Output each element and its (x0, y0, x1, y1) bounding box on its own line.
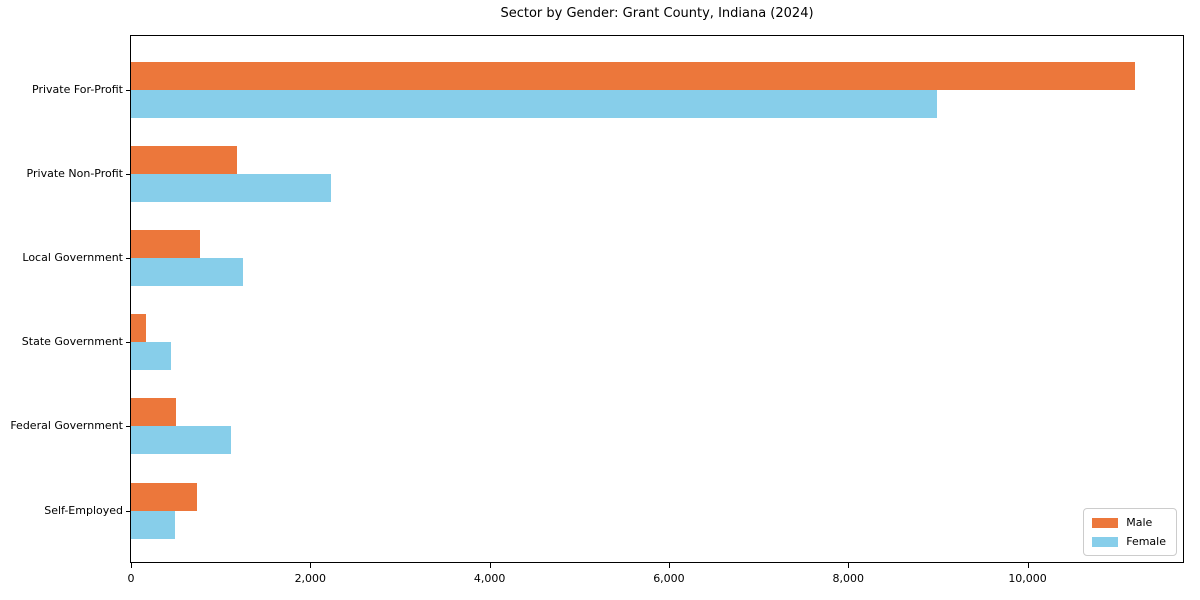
ytick-mark-private-for-profit (126, 89, 130, 91)
legend: Male Female (1083, 508, 1177, 556)
bar-female-self-employed (131, 510, 175, 539)
xtick-mark-6000 (668, 563, 670, 568)
bar-female-state-government (131, 342, 172, 371)
bar-male-state-government (131, 314, 147, 343)
xtick-mark-0 (131, 563, 132, 568)
ytick-label-local-government: Local Government (22, 250, 123, 264)
xtick-label-2000: 2,000 (294, 572, 327, 585)
chart-title: Sector by Gender: Grant County, Indiana … (500, 6, 814, 21)
bar-male-federal-government (131, 398, 176, 427)
ytick-mark-self-employed (126, 510, 130, 512)
xtick-mark-8000 (848, 563, 850, 568)
bar-male-self-employed (131, 482, 198, 511)
legend-label-female: Female (1126, 535, 1166, 548)
bar-male-private-non-profit (131, 145, 237, 174)
legend-label-male: Male (1126, 516, 1153, 529)
bar-male-local-government (131, 229, 201, 258)
ytick-label-federal-government: Federal Government (10, 419, 123, 433)
bar-female-federal-government (131, 426, 231, 455)
xtick-mark-2000 (310, 563, 312, 568)
legend-item-female: Female (1092, 535, 1166, 548)
xtick-label-0: 0 (127, 572, 135, 585)
ytick-mark-federal-government (126, 426, 130, 428)
xtick-label-8000: 8,000 (832, 572, 865, 585)
bar-female-local-government (131, 257, 244, 286)
ytick-label-private-non-profit: Private Non-Profit (26, 166, 123, 180)
xtick-label-6000: 6,000 (653, 572, 685, 585)
legend-item-male: Male (1092, 516, 1166, 529)
xtick-mark-4000 (489, 563, 491, 568)
ytick-mark-local-government (126, 257, 130, 259)
bar-female-private-non-profit (131, 173, 331, 202)
plot-area: Private For-Profit Private Non-Profit Loca… (10, 35, 1184, 585)
bar-female-private-for-profit (131, 89, 937, 118)
xtick-mark-10000 (1027, 563, 1029, 568)
male-swatch-icon (1092, 517, 1119, 528)
ytick-label-self-employed: Self-Employed (44, 503, 123, 517)
ytick-label-private-for-profit: Private For-Profit (32, 82, 123, 96)
female-swatch-icon (1092, 536, 1119, 547)
xtick-label-4000: 4,000 (473, 572, 506, 585)
ytick-label-state-government: State Government (21, 335, 123, 349)
xtick-label-10000: 10,000 (1008, 572, 1047, 585)
ytick-mark-state-government (126, 342, 130, 344)
bar-male-private-for-profit (131, 61, 1136, 90)
ytick-mark-private-non-profit (126, 173, 130, 175)
